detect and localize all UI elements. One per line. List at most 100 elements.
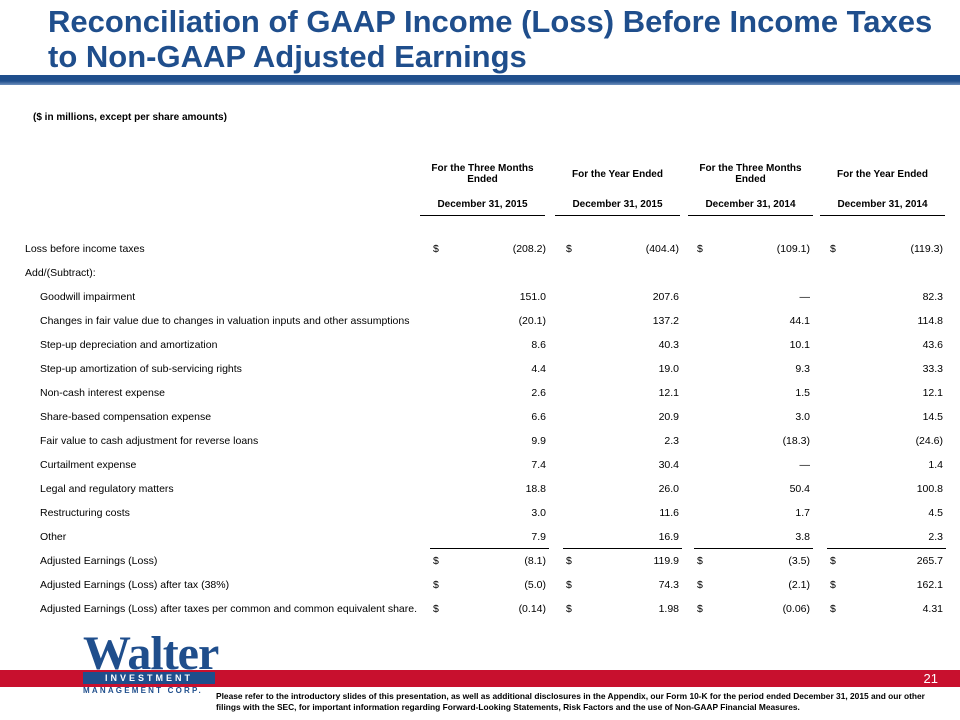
cell-value: 9.3 xyxy=(795,363,810,375)
cell-value: — xyxy=(799,291,811,303)
subtotal-rule xyxy=(694,548,813,549)
cell-value: 1.7 xyxy=(795,507,810,519)
cell-value: (0.06) xyxy=(782,603,810,615)
table-row: Restructuring costs 3.0 11.6 1.7 4.5 xyxy=(0,504,960,522)
row-label: Legal and regulatory matters xyxy=(40,483,174,495)
cell-value: 3.8 xyxy=(795,531,810,543)
cell-value: 100.8 xyxy=(916,483,943,495)
cell-value: (404.4) xyxy=(645,243,679,255)
row-label: Step-up amortization of sub-servicing ri… xyxy=(40,363,242,375)
table-row: Fair value to cash adjustment for revers… xyxy=(0,432,960,450)
currency-symbol: $ xyxy=(566,579,572,591)
cell-value: 162.1 xyxy=(916,579,943,591)
table-row: Loss before income taxes $ (208.2) $ (404.4)… xyxy=(0,240,960,258)
table-row: Legal and regulatory matters 18.8 26.0 50.4… xyxy=(0,480,960,498)
cell-value: 6.6 xyxy=(531,411,546,423)
logo-wordmark: Walter xyxy=(83,627,219,680)
currency-symbol: $ xyxy=(697,579,703,591)
subtotal-rule xyxy=(563,548,682,549)
cell-value: 4.4 xyxy=(531,363,546,375)
cell-value: 3.0 xyxy=(795,411,810,423)
currency-symbol: $ xyxy=(830,555,836,567)
cell-value: 2.3 xyxy=(928,531,943,543)
cell-value: 40.3 xyxy=(658,339,679,351)
cell-value: 10.1 xyxy=(789,339,810,351)
cell-value: 43.6 xyxy=(922,339,943,351)
column-header-period: For the Three Months Ended xyxy=(699,163,802,185)
currency-symbol: $ xyxy=(830,603,836,615)
cell-value: (3.5) xyxy=(788,555,810,567)
cell-value: 4.5 xyxy=(928,507,943,519)
row-label: Goodwill impairment xyxy=(40,291,136,303)
cell-value: (119.3) xyxy=(910,243,944,255)
logo-subtext: MANAGEMENT CORP. xyxy=(83,686,203,695)
cell-value: 14.5 xyxy=(922,411,943,423)
column-header-date: December 31, 2014 xyxy=(820,199,945,216)
table-row: Goodwill impairment 151.0 207.6 — 82.3 xyxy=(0,288,960,306)
cell-value: 12.1 xyxy=(922,387,943,399)
units-note: ($ in millions, except per share amounts… xyxy=(33,112,227,123)
cell-value: 207.6 xyxy=(652,291,679,303)
currency-symbol: $ xyxy=(830,579,836,591)
cell-value: 50.4 xyxy=(789,483,810,495)
cell-value: 20.9 xyxy=(658,411,679,423)
column-header-date: December 31, 2015 xyxy=(555,199,680,216)
row-label: Changes in fair value due to changes in … xyxy=(40,315,410,327)
column-header-date: December 31, 2014 xyxy=(688,199,813,216)
row-label: Adjusted Earnings (Loss) after taxes per… xyxy=(40,603,418,615)
cell-value: 2.6 xyxy=(531,387,546,399)
table-row: Step-up depreciation and amortization 8.6… xyxy=(0,336,960,354)
currency-symbol: $ xyxy=(433,579,439,591)
table-row: Adjusted Earnings (Loss) after taxes per… xyxy=(0,600,960,618)
cell-value: 30.4 xyxy=(658,459,679,471)
cell-value: 12.1 xyxy=(658,387,679,399)
cell-value: 7.4 xyxy=(531,459,546,471)
cell-value: 1.5 xyxy=(795,387,810,399)
subtotal-rule xyxy=(827,548,946,549)
table-row: Share-based compensation expense 6.6 20.9 3… xyxy=(0,408,960,426)
row-label: Restructuring costs xyxy=(40,507,130,519)
page-title: Reconciliation of GAAP Income (Loss) Bef… xyxy=(48,4,933,74)
column-header-period: For the Three Months Ended xyxy=(431,163,534,185)
footer-bar xyxy=(0,670,960,687)
cell-value: 1.98 xyxy=(658,603,679,615)
row-label: Other xyxy=(40,531,67,543)
cell-value: 82.3 xyxy=(922,291,943,303)
cell-value: (24.6) xyxy=(915,435,943,447)
cell-value: 2.3 xyxy=(664,435,679,447)
currency-symbol: $ xyxy=(433,243,439,255)
cell-value: — xyxy=(799,459,811,471)
cell-value: 33.3 xyxy=(922,363,943,375)
currency-symbol: $ xyxy=(697,555,703,567)
column-header-period: For the Year Ended xyxy=(837,169,928,180)
column-header: For the Year Ended December 31, 2014 xyxy=(820,163,945,216)
cell-value: 114.8 xyxy=(917,315,944,327)
row-label: Adjusted Earnings (Loss) after tax (38%) xyxy=(40,579,230,591)
table-row: Other 7.9 16.9 3.8 2.3 xyxy=(0,528,960,546)
cell-value: 16.9 xyxy=(658,531,679,543)
row-label: Adjusted Earnings (Loss) xyxy=(40,555,158,567)
cell-value: 119.9 xyxy=(653,555,680,567)
column-header: For the Three Months Ended December 31, 2… xyxy=(688,163,813,216)
cell-value: (18.3) xyxy=(782,435,810,447)
disclaimer-footnote: Please refer to the introductory slides … xyxy=(216,691,925,712)
cell-value: 1.4 xyxy=(928,459,943,471)
cell-value: 137.2 xyxy=(652,315,679,327)
table-row: Curtailment expense 7.4 30.4 — 1.4 xyxy=(0,456,960,474)
cell-value: (0.14) xyxy=(518,603,546,615)
page-number: 21 xyxy=(923,671,938,686)
cell-value: 44.1 xyxy=(789,315,810,327)
cell-value: (5.0) xyxy=(524,579,546,591)
currency-symbol: $ xyxy=(566,555,572,567)
cell-value: 26.0 xyxy=(658,483,679,495)
cell-value: 11.6 xyxy=(659,507,679,519)
cell-value: 151.0 xyxy=(519,291,546,303)
cell-value: (109.1) xyxy=(776,243,810,255)
row-label: Fair value to cash adjustment for revers… xyxy=(40,435,259,447)
currency-symbol: $ xyxy=(697,603,703,615)
row-label: Step-up depreciation and amortization xyxy=(40,339,218,351)
table-row: Step-up amortization of sub-servicing ri… xyxy=(0,360,960,378)
walter-logo: Walter INVESTMENT MANAGEMENT CORP. xyxy=(83,627,223,702)
column-header: For the Year Ended December 31, 2015 xyxy=(555,163,680,216)
logo-band: INVESTMENT xyxy=(83,672,215,684)
